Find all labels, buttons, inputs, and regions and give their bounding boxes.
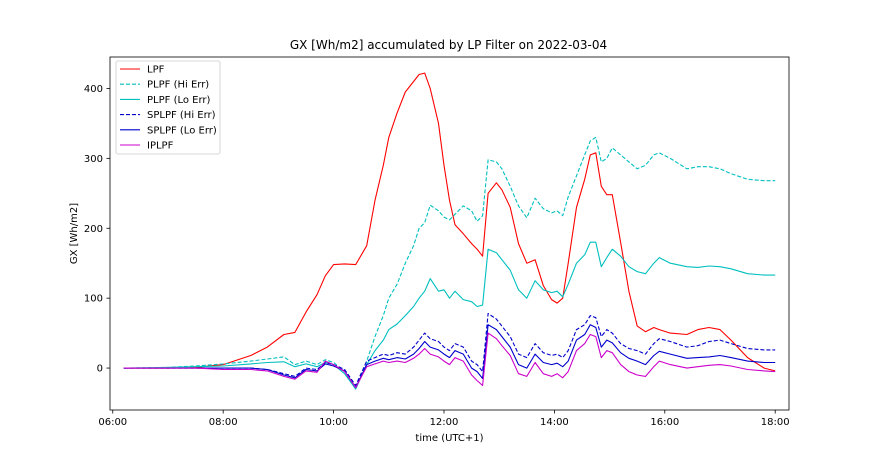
y-axis-label: GX [Wh/m2] xyxy=(69,203,80,264)
legend-box xyxy=(115,60,221,155)
legend-label: IPLPF xyxy=(147,141,174,152)
x-tick-label: 18:00 xyxy=(761,417,790,428)
legend-label: SPLPF (Lo Err) xyxy=(147,125,217,136)
series-line-3 xyxy=(123,312,776,387)
x-tick-label: 06:00 xyxy=(98,417,127,428)
series-line-0 xyxy=(123,72,776,372)
x-tick-label: 08:00 xyxy=(209,417,238,428)
chart-title: GX [Wh/m2] accumulated by LP Filter on 2… xyxy=(290,38,607,52)
y-axis-ticks: 0 100 200 300 400 xyxy=(84,84,110,375)
y-tick-label: 200 xyxy=(84,224,103,235)
y-tick-label: 300 xyxy=(84,154,103,165)
legend-label: PLPF (Lo Err) xyxy=(147,95,211,106)
x-tick-label: 14:00 xyxy=(540,417,569,428)
x-axis-label: time (UTC+1) xyxy=(415,433,483,444)
plot-frame xyxy=(109,56,790,411)
x-tick-label: 12:00 xyxy=(430,417,459,428)
series-line-5 xyxy=(123,332,776,389)
legend: LPF PLPF (Hi Err) PLPF (Lo Err) SPLPF (Hi E… xyxy=(115,60,221,155)
y-tick-label: 100 xyxy=(84,294,103,305)
y-tick-label: 0 xyxy=(97,364,103,375)
x-tick-label: 16:00 xyxy=(650,417,679,428)
series-line-4 xyxy=(123,324,776,389)
series-line-1 xyxy=(123,136,776,390)
x-tick-label: 10:00 xyxy=(319,417,348,428)
legend-label: LPF xyxy=(147,65,165,76)
y-tick-label: 400 xyxy=(84,84,103,95)
legend-label: SPLPF (Hi Err) xyxy=(147,110,216,121)
series-line-2 xyxy=(123,241,776,390)
legend-label: PLPF (Hi Err) xyxy=(147,80,209,91)
x-axis-ticks: 06:00 08:00 10:00 12:00 14:00 16:00 18:00 xyxy=(98,410,790,428)
plot-lines xyxy=(123,72,776,390)
